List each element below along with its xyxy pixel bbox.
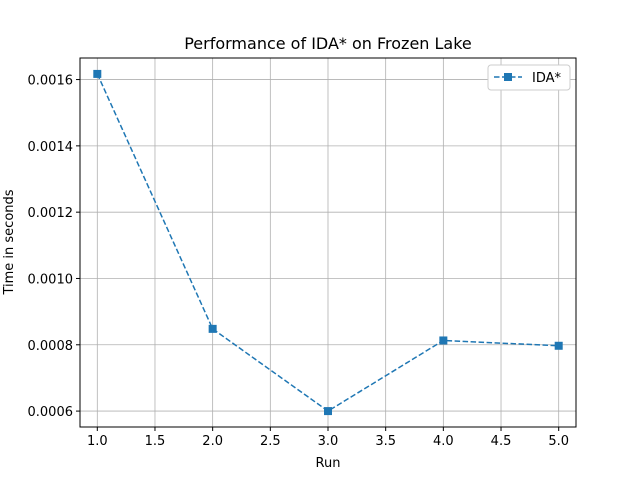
x-tick-label: 4.0 bbox=[433, 434, 454, 449]
y-tick-label: 0.0012 bbox=[28, 206, 74, 221]
data-point-marker bbox=[554, 341, 563, 350]
y-tick-label: 0.0014 bbox=[28, 140, 74, 155]
axes: 1.0 1.5 2.0 2.5 3.0 3.5 4.0 4.5 5.0 0.0006 0.0008 0… bbox=[28, 57, 577, 449]
data-point-marker bbox=[208, 324, 217, 333]
x-tick-label: 2.0 bbox=[202, 434, 223, 449]
x-tick-label: 4.5 bbox=[491, 434, 512, 449]
x-tick-label: 1.0 bbox=[87, 434, 108, 449]
data-point-marker bbox=[324, 407, 332, 416]
data-point-marker bbox=[93, 69, 102, 78]
y-tick-label: 0.0010 bbox=[28, 272, 74, 287]
x-tick-label: 5.0 bbox=[548, 434, 569, 449]
x-tick-label: 3.0 bbox=[318, 434, 339, 449]
y-axis-label: Time in seconds bbox=[2, 189, 17, 295]
data-point-marker bbox=[439, 336, 448, 345]
x-tick-label: 3.5 bbox=[375, 434, 396, 449]
x-axis-label: Run bbox=[316, 456, 341, 471]
legend-marker-square bbox=[504, 73, 512, 81]
series-layer bbox=[93, 69, 563, 416]
y-tick-label: 0.0016 bbox=[28, 74, 74, 89]
x-tick-label: 1.5 bbox=[145, 434, 166, 449]
x-tick-label: 2.5 bbox=[260, 434, 281, 449]
y-tick-label: 0.0008 bbox=[28, 339, 74, 354]
y-tick-label: 0.0006 bbox=[28, 405, 74, 420]
legend-label: IDA* bbox=[532, 71, 562, 86]
legend-box bbox=[487, 64, 571, 91]
legend: IDA* bbox=[487, 64, 571, 91]
chart-title: Performance of IDA* on Frozen Lake bbox=[184, 34, 472, 53]
